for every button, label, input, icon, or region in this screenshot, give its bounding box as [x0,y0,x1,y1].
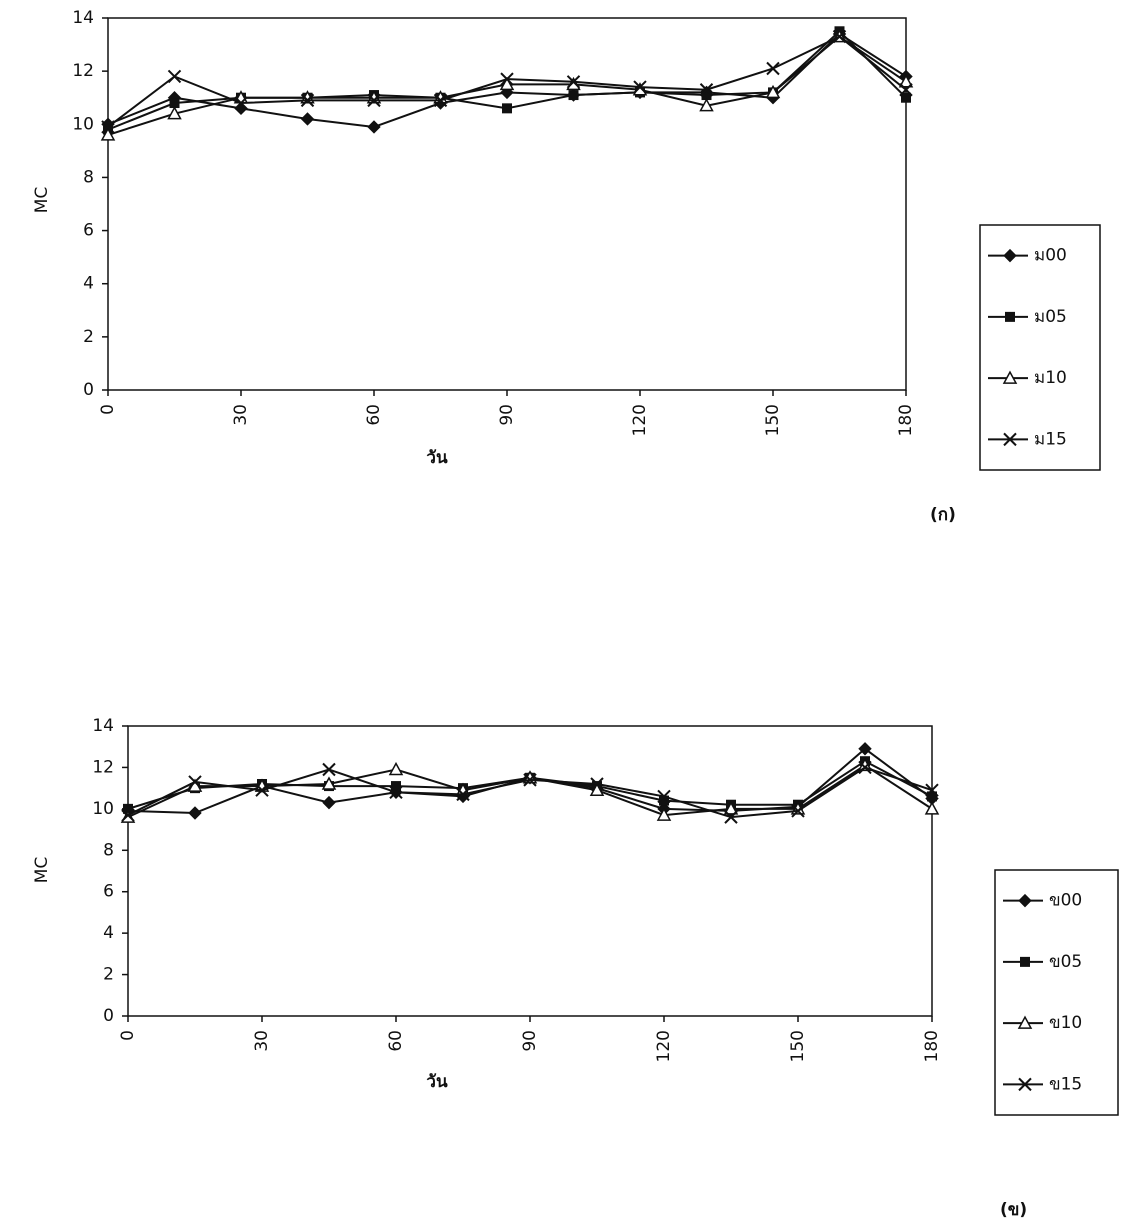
legend-label: ม05 [1034,307,1067,327]
marker [189,807,201,819]
x-tick-label: 180 [922,1030,942,1062]
x-tick-label: 120 [654,1030,674,1062]
legend-marker [1020,957,1030,967]
plot-frame [128,726,932,1016]
marker [323,797,335,809]
x-tick-label: 30 [252,1030,272,1052]
y-tick-label: 2 [83,327,94,347]
x-tick-label: 90 [497,404,517,426]
legend-marker [1005,312,1015,322]
marker [169,70,181,82]
legend-label: ข15 [1049,1074,1082,1094]
x-tick-label: 90 [520,1030,540,1052]
marker [569,90,579,100]
x-tick-label: 0 [118,1030,138,1041]
legend-marker [1004,250,1016,262]
legend-marker [1019,895,1031,907]
marker [502,103,512,113]
y-tick-label: 0 [103,1006,114,1026]
x-tick-label: 180 [896,404,916,436]
x-tick-label: 150 [763,404,783,436]
x-tick-label: 150 [788,1030,808,1062]
marker [926,803,938,814]
y-tick-label: 6 [103,882,114,902]
x-axis-label: วัน [426,1072,448,1092]
x-tick-label: 120 [630,404,650,436]
plot-frame [108,18,906,390]
panel-label: (ก) [930,505,956,525]
legend-label: ข00 [1049,891,1082,911]
x-tick-label: 30 [231,404,251,426]
marker [368,121,380,133]
y-tick-label: 14 [92,716,114,736]
legend-label: ม10 [1034,368,1067,388]
page: 024681012140306090120150180วันMC(ก)ม00ม0… [0,0,1122,1227]
x-tick-label: 0 [98,404,118,415]
marker [323,764,335,776]
y-tick-label: 0 [83,380,94,400]
legend-label: ข05 [1049,952,1082,972]
y-tick-label: 4 [103,923,114,943]
y-tick-label: 12 [92,757,114,777]
x-axis-label: วัน [426,448,448,468]
x-tick-label: 60 [364,404,384,426]
y-tick-label: 10 [72,114,94,134]
panel-label: (ข) [1000,1200,1027,1220]
y-tick-label: 2 [103,965,114,985]
y-tick-label: 10 [92,799,114,819]
marker [767,62,779,74]
y-tick-label: 12 [72,61,94,81]
y-tick-label: 6 [83,221,94,241]
marker [302,113,314,125]
y-axis-label: MC [32,857,52,884]
y-tick-label: 8 [103,840,114,860]
marker [390,764,402,775]
legend-label: ข10 [1049,1013,1082,1033]
y-tick-label: 14 [72,8,94,28]
legend-label: ม00 [1034,246,1067,266]
y-tick-label: 8 [83,167,94,187]
legend-label: ม15 [1034,429,1067,449]
x-tick-label: 60 [386,1030,406,1052]
y-axis-label: MC [32,187,52,214]
y-tick-label: 4 [83,274,94,294]
